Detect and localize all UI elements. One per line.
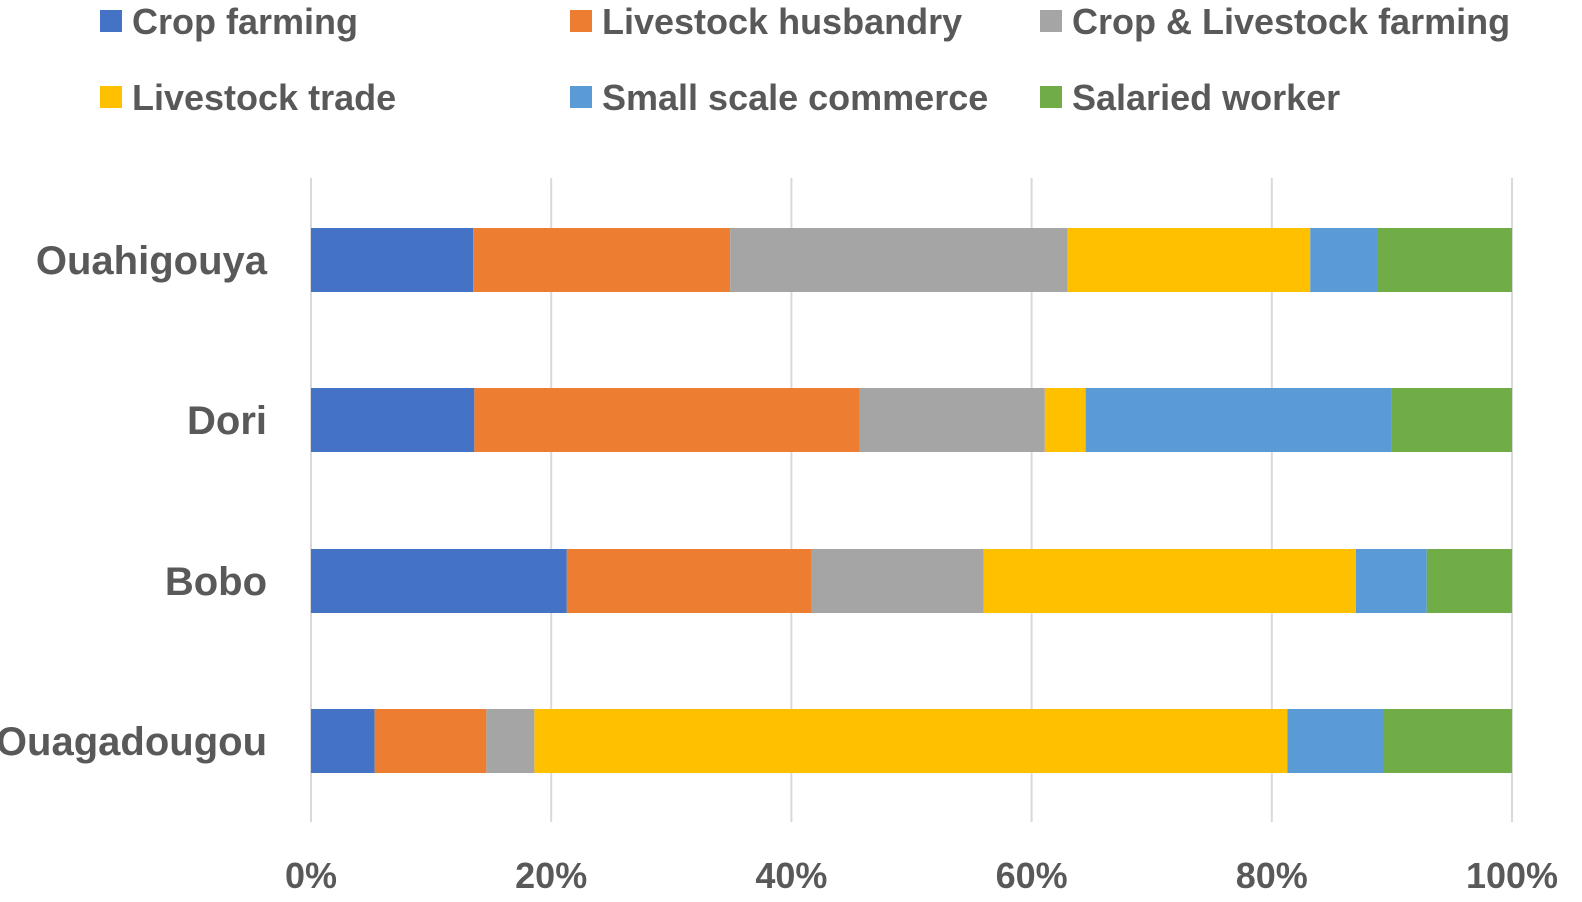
bar-segment-ouahigouya-salaried-worker <box>1377 228 1512 292</box>
bar-segment-ouagadougou-salaried-worker <box>1383 709 1512 773</box>
bar-segment-bobo-livestock-trade <box>983 549 1356 613</box>
bar-segment-ouagadougou-livestock-husbandry <box>374 709 487 773</box>
x-tick-label: 20% <box>515 855 587 896</box>
category-labels: Ouahigouya Dori Bobo Ouagadougou <box>0 239 268 764</box>
bar-segment-bobo-livestock-husbandry <box>566 549 812 613</box>
bar-segment-ouagadougou-crop-and-livestock-farming <box>486 709 535 773</box>
category-label-ouahigouya: Ouahigouya <box>36 239 268 283</box>
bar-segment-ouagadougou-crop-farming <box>311 709 375 773</box>
bar-segment-bobo-crop-farming <box>311 549 567 613</box>
bar-segment-ouahigouya-small-scale-commerce <box>1310 228 1378 292</box>
legend-label-livestock-husbandry: Livestock husbandry <box>602 1 962 42</box>
x-tick-label: 0% <box>285 855 337 896</box>
legend-swatch-crop-and-livestock-farming <box>1040 10 1062 32</box>
legend-swatch-livestock-trade <box>100 86 122 108</box>
bar-segment-dori-crop-and-livestock-farming <box>859 388 1045 452</box>
bar-segment-bobo-salaried-worker <box>1426 549 1512 613</box>
bar-segment-dori-salaried-worker <box>1391 388 1512 452</box>
bar-segment-ouahigouya-crop-farming <box>311 228 474 292</box>
legend-swatch-small-scale-commerce <box>570 86 592 108</box>
bar-segment-ouahigouya-livestock-husbandry <box>473 228 731 292</box>
legend-label-livestock-trade: Livestock trade <box>132 77 396 118</box>
x-tick-label: 80% <box>1236 855 1308 896</box>
legend-label-small-scale-commerce: Small scale commerce <box>602 77 988 118</box>
category-label-bobo: Bobo <box>165 560 267 604</box>
bar-segment-dori-crop-farming <box>311 388 475 452</box>
bar-segment-dori-small-scale-commerce <box>1085 388 1392 452</box>
legend-label-salaried-worker: Salaried worker <box>1072 77 1340 118</box>
bar-segment-ouahigouya-livestock-trade <box>1067 228 1311 292</box>
legend-label-crop-and-livestock-farming: Crop & Livestock farming <box>1072 1 1510 42</box>
bars <box>311 228 1512 773</box>
legend-swatch-salaried-worker <box>1040 86 1062 108</box>
legend-swatch-crop-farming <box>100 10 122 32</box>
category-label-dori: Dori <box>187 399 267 443</box>
bar-segment-ouagadougou-livestock-trade <box>534 709 1288 773</box>
legend-swatch-livestock-husbandry <box>570 10 592 32</box>
legend: Crop farming Livestock husbandry Crop & Li… <box>100 1 1510 118</box>
x-tick-label: 60% <box>996 855 1068 896</box>
bar-segment-dori-livestock-trade <box>1044 388 1086 452</box>
x-tick-label: 100% <box>1466 855 1558 896</box>
x-axis-tick-labels: 0% 20% 40% 60% 80% 100% <box>285 855 1558 896</box>
bar-segment-dori-livestock-husbandry <box>474 388 860 452</box>
legend-label-crop-farming: Crop farming <box>132 1 358 42</box>
bar-segment-bobo-small-scale-commerce <box>1355 549 1427 613</box>
bar-segment-bobo-crop-and-livestock-farming <box>811 549 984 613</box>
bar-segment-ouagadougou-small-scale-commerce <box>1287 709 1384 773</box>
x-tick-label: 40% <box>755 855 827 896</box>
bar-segment-ouahigouya-crop-and-livestock-farming <box>730 228 1068 292</box>
category-label-ouagadougou: Ouagadougou <box>0 720 267 764</box>
